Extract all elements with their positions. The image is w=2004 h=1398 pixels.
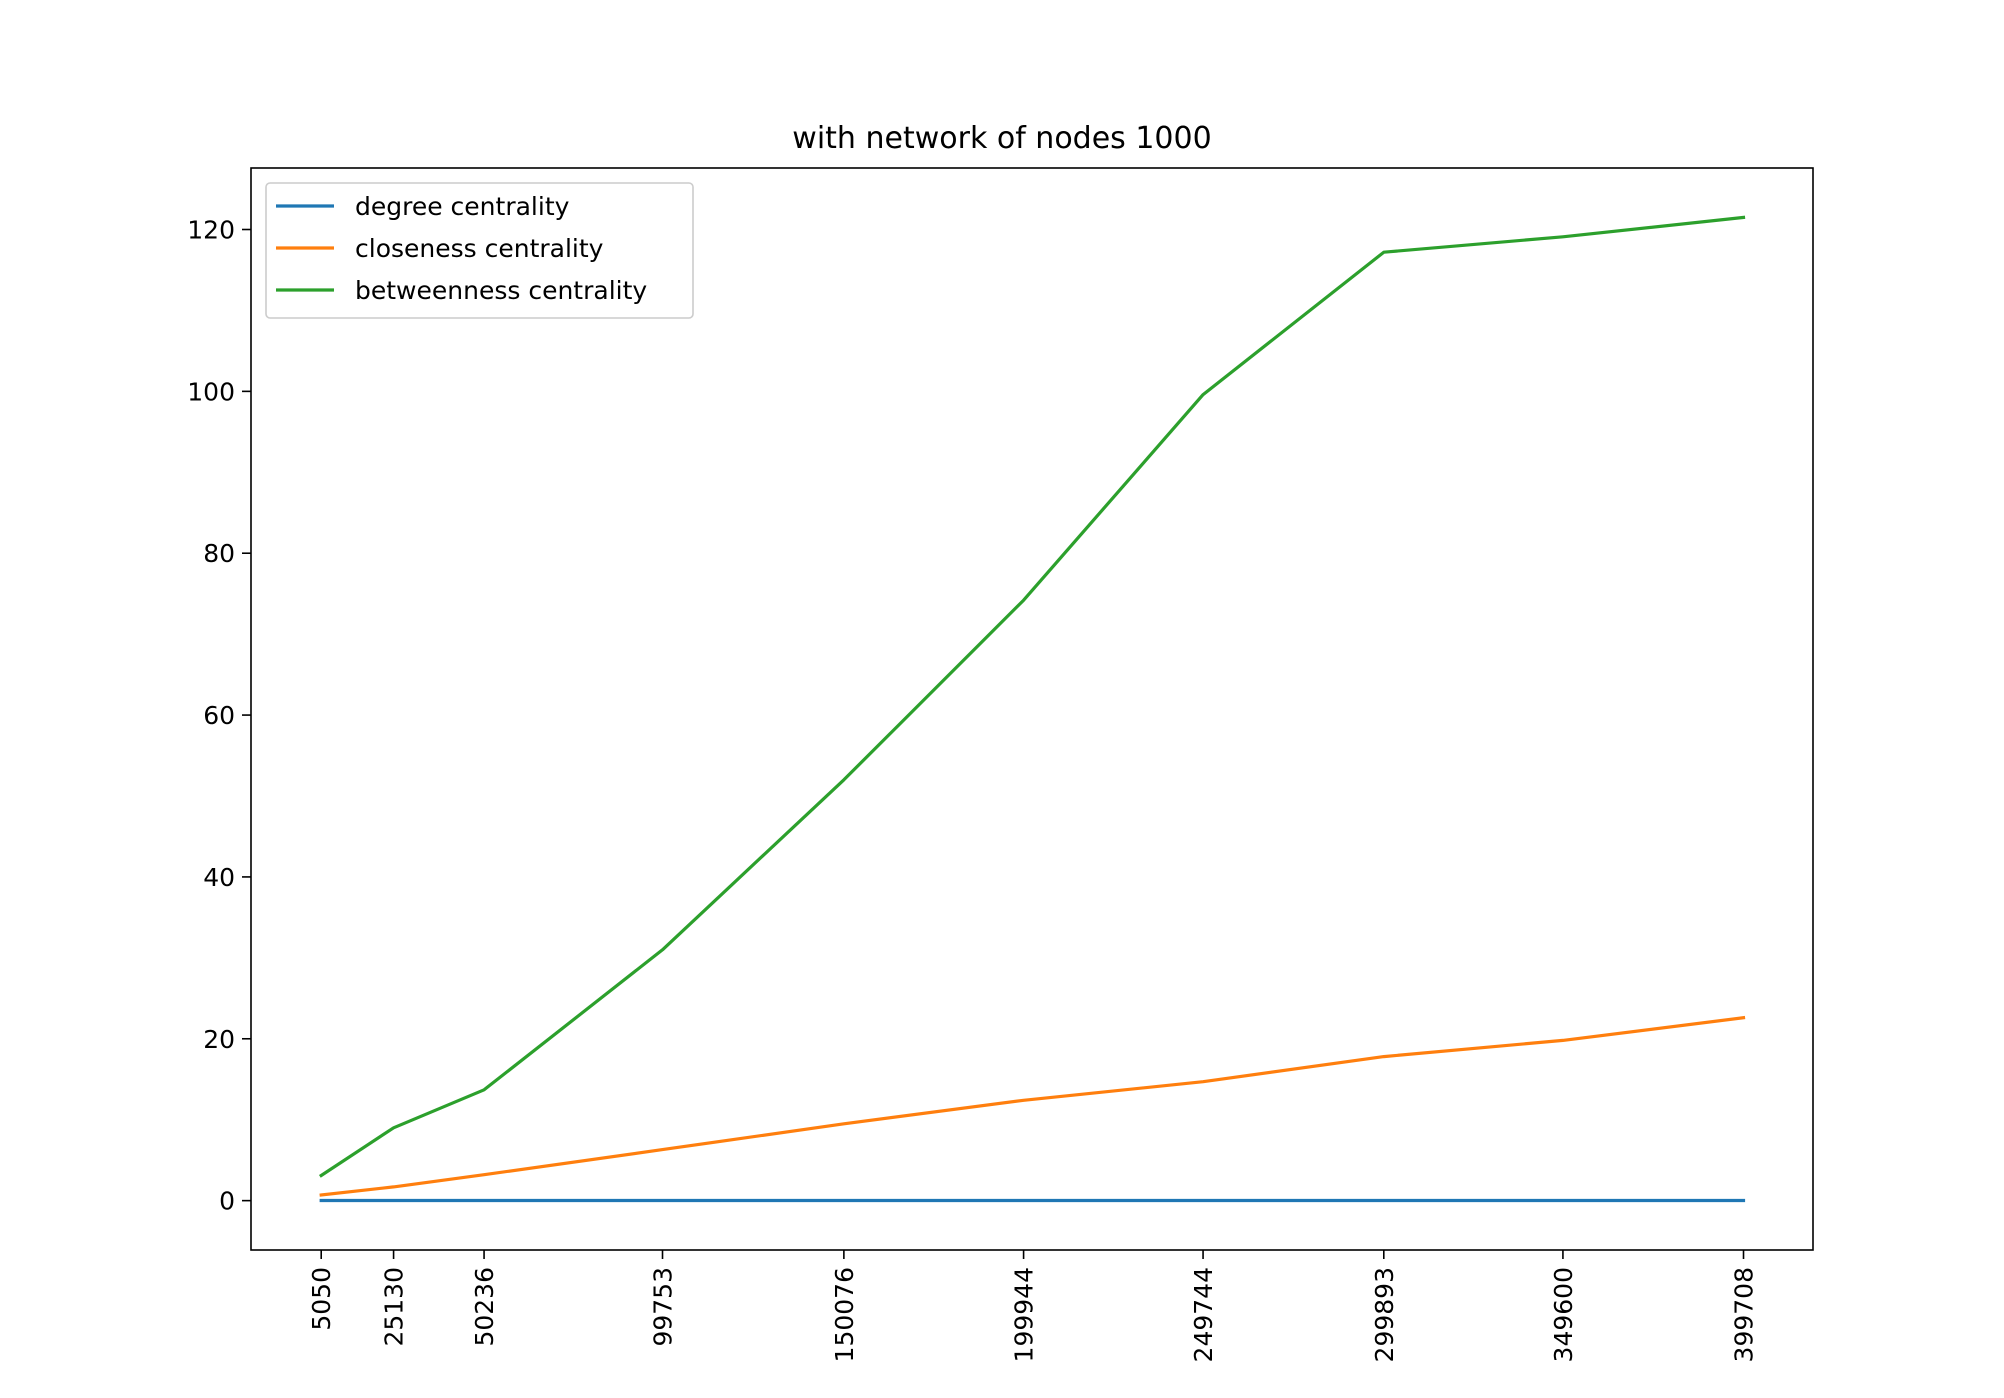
x-tick-label-0: 5050: [307, 1267, 336, 1331]
series-line-2: [318, 215, 1746, 1178]
series-line-1: [319, 1015, 1746, 1197]
x-tick-label-8: 349600: [1549, 1267, 1578, 1362]
x-tick-label-6: 249744: [1189, 1267, 1218, 1362]
x-axis: 5050 25130 50236 99753 150076 199944 249744 299…: [307, 1250, 1759, 1362]
legend-label-2: betweenness centrality: [355, 276, 647, 305]
y-tick-label-3: 60: [203, 701, 235, 730]
y-tick-label-4: 80: [203, 539, 235, 568]
x-tick-label-5: 199944: [1010, 1267, 1039, 1362]
y-tick-label-2: 40: [203, 863, 235, 892]
legend-label-0: degree centrality: [355, 192, 570, 221]
y-tick-label-0: 0: [219, 1187, 235, 1216]
y-tick-label-6: 120: [187, 216, 235, 245]
y-tick-label-1: 20: [203, 1025, 235, 1054]
series-layer: [318, 215, 1746, 1203]
y-tick-label-5: 100: [187, 377, 235, 406]
x-tick-label-4: 150076: [830, 1267, 859, 1362]
x-tick-label-1: 25130: [380, 1267, 409, 1347]
x-tick-label-2: 50236: [470, 1267, 499, 1347]
y-axis: 0 20 40 60 80 100 120: [187, 216, 251, 1216]
legend: degree centrality closeness centrality bet…: [265, 182, 694, 319]
x-tick-label-7: 299893: [1370, 1267, 1399, 1362]
x-tick-label-3: 99753: [649, 1267, 678, 1347]
legend-label-1: closeness centrality: [355, 234, 604, 263]
plot-frame: [250, 167, 1814, 1251]
x-tick-label-9: 399708: [1730, 1267, 1759, 1362]
legend-box: [265, 182, 694, 319]
chart-title: with network of nodes 1000: [792, 121, 1211, 156]
